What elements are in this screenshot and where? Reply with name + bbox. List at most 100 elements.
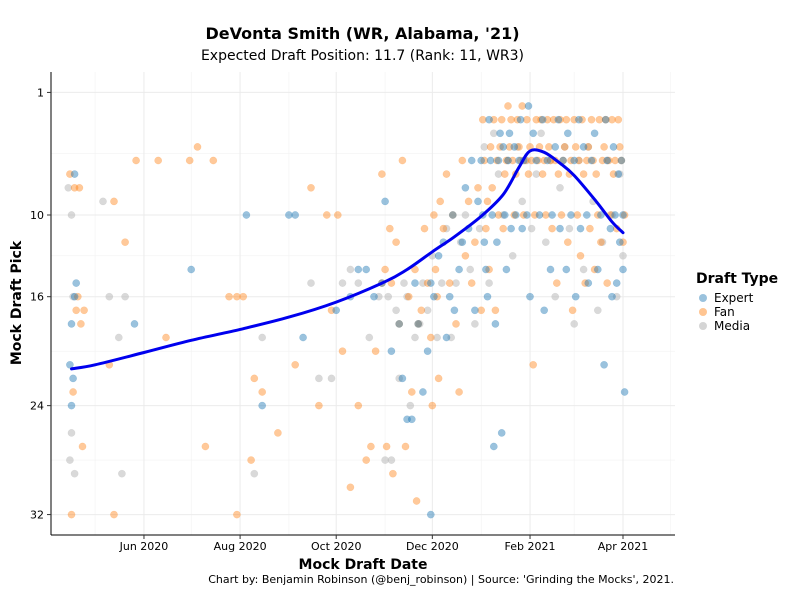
point-fan xyxy=(480,156,489,165)
point-expert xyxy=(600,360,608,369)
point-expert xyxy=(538,115,547,124)
point-fan xyxy=(233,510,241,519)
point-expert xyxy=(381,197,389,206)
point-media xyxy=(593,306,602,315)
point-expert xyxy=(130,320,139,328)
point-expert xyxy=(510,143,519,151)
point-fan xyxy=(603,279,612,287)
point-fan xyxy=(513,115,522,124)
point-fan xyxy=(354,401,363,410)
point-media xyxy=(598,238,607,247)
point-expert xyxy=(493,238,501,247)
point-expert xyxy=(491,320,500,328)
x-tick-label: Apr 2021 xyxy=(598,540,649,553)
point-fan xyxy=(491,306,500,315)
x-tick-label: Dec 2020 xyxy=(406,540,459,553)
point-fan xyxy=(233,292,241,301)
legend: Draft Type Expert Fan Media xyxy=(696,271,778,333)
point-expert xyxy=(448,211,457,219)
point-media xyxy=(447,333,456,342)
point-expert xyxy=(442,333,451,342)
point-expert xyxy=(502,265,511,274)
point-media xyxy=(121,292,129,301)
point-fan xyxy=(322,211,331,219)
point-expert xyxy=(582,211,591,219)
point-fan xyxy=(556,115,564,124)
point-fan xyxy=(72,306,81,315)
point-fan xyxy=(367,442,375,451)
point-expert xyxy=(450,306,459,315)
point-fan xyxy=(474,183,482,192)
point-fan xyxy=(162,333,170,342)
point-expert xyxy=(455,265,463,274)
point-expert xyxy=(67,320,76,328)
point-expert xyxy=(299,333,307,342)
point-fan xyxy=(395,320,404,328)
point-fan xyxy=(488,183,497,192)
point-fan xyxy=(455,388,463,396)
point-expert xyxy=(362,265,371,274)
point-expert xyxy=(567,211,575,219)
point-media xyxy=(387,456,396,464)
point-fan xyxy=(73,292,82,301)
point-expert xyxy=(407,415,416,424)
legend-label-expert: Expert xyxy=(714,291,754,305)
point-media xyxy=(307,279,315,287)
point-fan xyxy=(381,265,389,274)
point-expert xyxy=(403,415,411,424)
point-media xyxy=(603,156,612,165)
point-fan xyxy=(407,388,416,396)
point-fan xyxy=(587,115,596,124)
point-fan xyxy=(258,388,267,396)
point-fan xyxy=(389,469,397,478)
point-expert xyxy=(461,183,470,192)
point-fan xyxy=(519,211,528,219)
point-media xyxy=(338,279,347,287)
trend-line xyxy=(70,148,625,371)
point-expert xyxy=(609,143,618,151)
point-fan xyxy=(385,224,394,233)
point-media xyxy=(579,265,588,274)
point-media xyxy=(118,469,126,478)
point-fan xyxy=(499,224,508,233)
point-fan xyxy=(439,224,448,233)
point-fan xyxy=(592,170,601,178)
point-expert xyxy=(543,156,552,165)
point-fan xyxy=(382,442,391,451)
point-fan xyxy=(67,510,76,519)
trend-line-group xyxy=(70,148,625,371)
point-fan xyxy=(563,238,572,247)
point-fan xyxy=(604,156,613,165)
point-expert xyxy=(69,374,77,383)
point-media xyxy=(66,456,74,464)
point-media xyxy=(456,238,465,247)
point-fan xyxy=(601,115,610,124)
point-fan xyxy=(70,183,79,192)
point-fan xyxy=(80,306,88,315)
point-fan xyxy=(442,170,451,178)
point-expert xyxy=(554,115,563,124)
point-expert xyxy=(496,129,504,138)
legend-item-expert: Expert xyxy=(696,291,778,305)
point-expert xyxy=(563,129,572,138)
point-media xyxy=(475,224,484,233)
point-fan xyxy=(581,279,590,287)
chart-subtitle: Expected Draft Position: 11.7 (Rank: 11,… xyxy=(200,48,525,64)
point-fan xyxy=(461,251,470,260)
point-media xyxy=(527,224,536,233)
point-fan xyxy=(597,238,605,247)
point-media xyxy=(541,238,550,247)
point-expert xyxy=(620,388,629,396)
point-fan xyxy=(66,170,74,178)
point-fan xyxy=(617,156,626,165)
point-fan xyxy=(573,211,582,219)
point-expert xyxy=(499,143,508,151)
point-expert xyxy=(551,143,560,151)
point-media xyxy=(532,170,541,178)
point-expert xyxy=(570,156,579,165)
y-tick-label: 10 xyxy=(30,209,44,222)
point-fan xyxy=(562,115,571,124)
point-media xyxy=(584,143,593,151)
legend-title: Draft Type xyxy=(696,271,779,287)
point-fan xyxy=(582,156,591,165)
